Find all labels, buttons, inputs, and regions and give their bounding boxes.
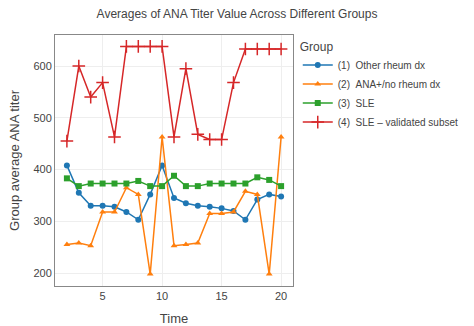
svg-text:20: 20 bbox=[275, 290, 287, 302]
svg-text:10: 10 bbox=[156, 290, 168, 302]
svg-text:5: 5 bbox=[100, 290, 106, 302]
svg-text:Group average ANA titer: Group average ANA titer bbox=[7, 89, 22, 231]
svg-text:Time: Time bbox=[160, 311, 188, 326]
svg-text:(1) Other rheum dx: (1) Other rheum dx bbox=[338, 60, 425, 71]
svg-text:(2) ANA+/no rheum dx: (2) ANA+/no rheum dx bbox=[338, 79, 441, 90]
svg-text:15: 15 bbox=[215, 290, 227, 302]
svg-text:(3) SLE: (3) SLE bbox=[338, 98, 375, 109]
svg-text:600: 600 bbox=[33, 60, 51, 72]
svg-text:Averages of ANA Titer Value Ac: Averages of ANA Titer Value Across Diffe… bbox=[97, 7, 378, 21]
svg-text:400: 400 bbox=[33, 163, 51, 175]
svg-text:(4) SLE – validated subset: (4) SLE – validated subset bbox=[338, 117, 458, 128]
svg-text:200: 200 bbox=[33, 267, 51, 279]
svg-text:300: 300 bbox=[33, 215, 51, 227]
svg-text:500: 500 bbox=[33, 112, 51, 124]
svg-text:Group: Group bbox=[300, 40, 334, 54]
